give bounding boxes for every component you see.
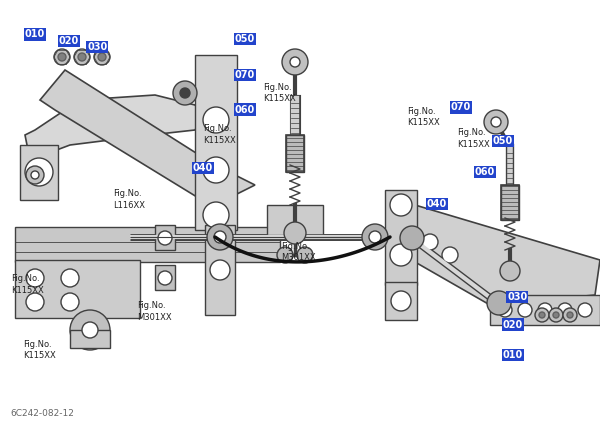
Bar — [501, 185, 519, 220]
Circle shape — [539, 312, 545, 318]
Bar — [70, 330, 110, 348]
Circle shape — [400, 226, 424, 250]
Circle shape — [563, 308, 577, 322]
Bar — [205, 225, 235, 315]
Text: Fig.No.
M301XX: Fig.No. M301XX — [137, 301, 172, 322]
Circle shape — [282, 49, 308, 75]
Text: 010: 010 — [25, 29, 45, 40]
Text: 070: 070 — [451, 102, 471, 113]
Text: Fig.No.
K115XX: Fig.No. K115XX — [407, 107, 440, 127]
Text: 050: 050 — [493, 136, 513, 146]
Circle shape — [442, 247, 458, 263]
Circle shape — [78, 53, 86, 61]
Circle shape — [518, 303, 532, 317]
Circle shape — [567, 312, 573, 318]
Text: 010: 010 — [503, 350, 523, 360]
Text: Fig.No.
K115XX: Fig.No. K115XX — [11, 274, 44, 295]
Circle shape — [390, 244, 412, 266]
Circle shape — [31, 171, 39, 179]
Circle shape — [61, 269, 79, 287]
Text: 070: 070 — [235, 70, 255, 80]
Circle shape — [487, 291, 511, 315]
Circle shape — [203, 157, 229, 183]
Text: Fig.No.
K115XX: Fig.No. K115XX — [203, 124, 236, 144]
Text: 030: 030 — [507, 292, 527, 302]
Circle shape — [214, 231, 226, 243]
Bar — [15, 260, 140, 318]
Circle shape — [26, 166, 44, 184]
Text: 060: 060 — [475, 167, 495, 177]
Polygon shape — [25, 95, 205, 160]
Circle shape — [158, 271, 172, 285]
Text: 060: 060 — [235, 104, 255, 115]
Polygon shape — [408, 205, 600, 305]
Circle shape — [277, 247, 293, 263]
Circle shape — [538, 303, 552, 317]
Circle shape — [549, 308, 563, 322]
Circle shape — [491, 117, 501, 127]
Circle shape — [422, 234, 438, 250]
Circle shape — [26, 269, 44, 287]
Circle shape — [553, 312, 559, 318]
Circle shape — [558, 303, 572, 317]
Text: Fig.No.
K115XX: Fig.No. K115XX — [263, 83, 296, 103]
Circle shape — [203, 107, 229, 133]
Circle shape — [158, 231, 172, 245]
Text: Fig.No.
K115XX: Fig.No. K115XX — [457, 128, 490, 149]
Text: 020: 020 — [503, 319, 523, 330]
Circle shape — [207, 224, 233, 250]
Bar — [267, 205, 323, 235]
Text: Fig.No.
K115XX: Fig.No. K115XX — [23, 340, 56, 360]
Circle shape — [98, 53, 106, 61]
Bar — [155, 265, 175, 290]
Bar — [20, 145, 58, 200]
Circle shape — [500, 261, 520, 281]
Text: Fig.No.
M301XX: Fig.No. M301XX — [281, 242, 316, 262]
Circle shape — [173, 81, 197, 105]
Bar — [286, 135, 304, 172]
Circle shape — [484, 110, 508, 134]
Circle shape — [25, 158, 53, 186]
Bar — [286, 135, 304, 172]
Bar — [155, 225, 175, 250]
Circle shape — [26, 293, 44, 311]
Circle shape — [578, 303, 592, 317]
Circle shape — [210, 260, 230, 280]
Text: 040: 040 — [193, 163, 213, 173]
Circle shape — [94, 49, 110, 65]
Circle shape — [54, 49, 70, 65]
Polygon shape — [40, 70, 255, 205]
Text: 020: 020 — [59, 36, 79, 46]
Circle shape — [297, 247, 313, 263]
Circle shape — [284, 222, 306, 244]
Bar — [385, 282, 417, 320]
Bar — [15, 227, 280, 262]
Circle shape — [498, 303, 512, 317]
Circle shape — [74, 49, 90, 65]
Bar — [501, 185, 519, 220]
Circle shape — [82, 322, 98, 338]
Circle shape — [203, 202, 229, 228]
Bar — [195, 55, 237, 230]
Text: 040: 040 — [427, 199, 447, 209]
Circle shape — [180, 88, 190, 98]
Bar — [385, 190, 417, 285]
Circle shape — [362, 224, 388, 250]
Circle shape — [369, 231, 381, 243]
Circle shape — [391, 291, 411, 311]
Circle shape — [290, 57, 300, 67]
Circle shape — [535, 308, 549, 322]
Text: 050: 050 — [235, 34, 255, 44]
Circle shape — [58, 53, 66, 61]
Text: 030: 030 — [87, 42, 107, 52]
Circle shape — [61, 293, 79, 311]
Text: 6C242-082-12: 6C242-082-12 — [10, 409, 74, 418]
Text: Fig.No.
L116XX: Fig.No. L116XX — [113, 189, 145, 210]
Circle shape — [390, 194, 412, 216]
Circle shape — [70, 310, 110, 350]
Bar — [490, 295, 600, 325]
